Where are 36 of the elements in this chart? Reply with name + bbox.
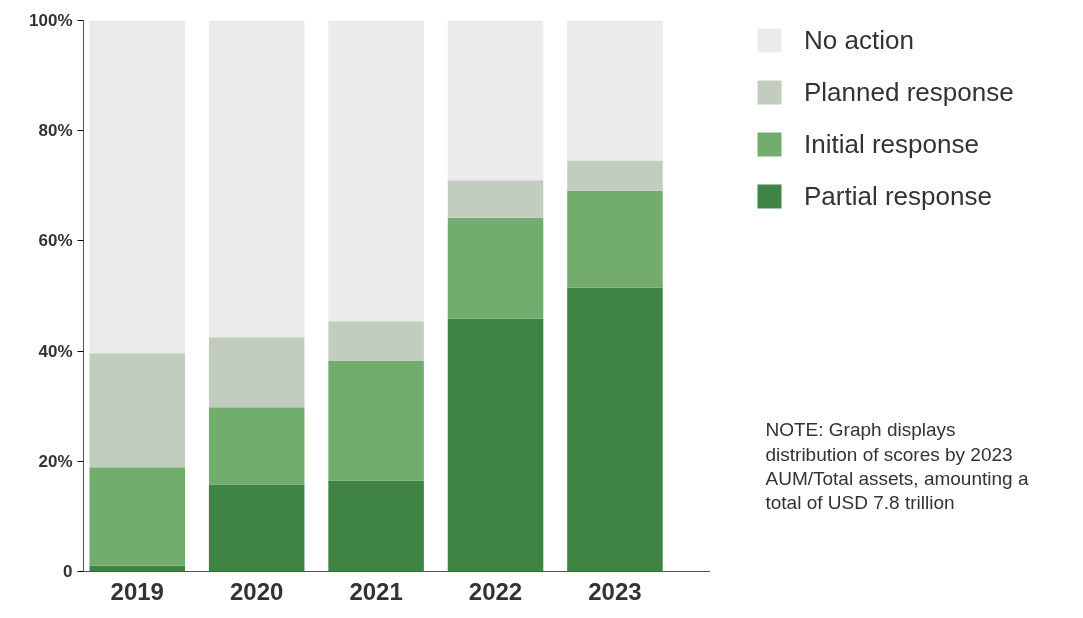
x-tick-label: 2021 xyxy=(349,577,403,605)
bar xyxy=(208,337,305,408)
bar xyxy=(328,480,424,572)
legend-label: Planned response xyxy=(804,75,1014,109)
y-tick-label: 0 xyxy=(63,562,73,581)
y-tick-label: 100% xyxy=(29,11,73,30)
bar xyxy=(567,190,663,288)
bar xyxy=(328,20,424,322)
bar xyxy=(567,20,663,161)
legend-label: No action xyxy=(804,23,914,57)
bar xyxy=(447,20,544,181)
legend-label: Partial response xyxy=(804,179,992,213)
bar xyxy=(89,565,186,572)
bar xyxy=(328,360,424,481)
bar xyxy=(447,217,544,319)
bar xyxy=(208,484,305,572)
y-tick-label: 80% xyxy=(38,121,73,141)
x-tick-label: 2023 xyxy=(588,577,642,605)
bar xyxy=(567,287,663,572)
text: NOTE: Graph displays distribution of scores by 2023 AUM/Total assets, amounting a total of USD 7.8 trillion xyxy=(765,419,1029,513)
bar xyxy=(447,180,544,218)
bar xyxy=(208,20,305,338)
bar xyxy=(89,467,186,566)
x-tick-label: 2019 xyxy=(110,577,164,605)
y-tick-label: 40% xyxy=(38,341,73,361)
y-tick-label: 60% xyxy=(38,231,73,251)
x-tick-label: 2022 xyxy=(468,577,523,605)
bar xyxy=(447,318,544,572)
bar xyxy=(89,20,186,354)
bar xyxy=(328,321,424,361)
x-tick-label: 2020 xyxy=(229,577,284,605)
bar xyxy=(567,160,663,191)
legend-label: Initial response xyxy=(804,127,979,161)
bar xyxy=(89,353,186,468)
bar xyxy=(208,407,305,485)
y-tick-label: 20% xyxy=(38,451,73,471)
